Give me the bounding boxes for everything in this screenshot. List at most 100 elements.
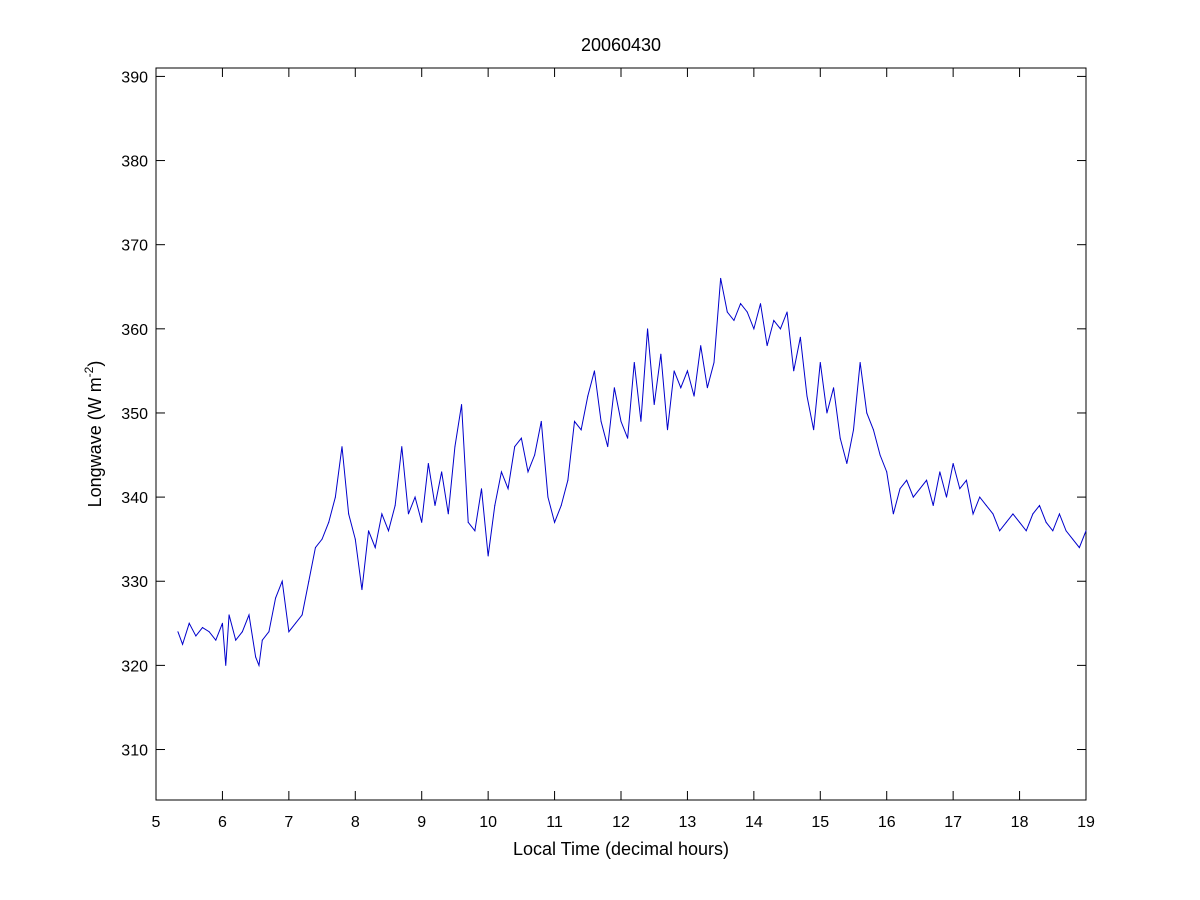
data-point [202,627,203,629]
data-point [215,639,217,641]
data-point [368,530,370,532]
data-point [706,387,708,389]
x-tick-label: 10 [479,814,497,831]
data-point [833,387,835,389]
data-point [258,664,260,666]
data-point [514,446,516,448]
y-tick-label: 360 [121,322,148,339]
data-point [906,479,908,481]
data-point [686,370,688,372]
data-point [726,311,728,313]
data-point [361,589,363,591]
data-point [992,513,994,515]
y-tick-label: 380 [121,154,148,171]
plot-frame [155,67,1087,801]
data-point [839,437,841,439]
data-point [660,353,662,355]
data-point [959,488,961,490]
y-tick-label: 320 [121,658,148,675]
data-point [899,488,901,490]
x-tick-label: 16 [878,814,896,831]
data-point [760,303,761,305]
x-tick-label: 11 [546,814,563,831]
data-point [308,580,310,582]
data-point [520,437,522,439]
data-point [255,656,257,658]
data-point [507,488,509,490]
data-point [182,643,184,645]
data-point [846,462,848,464]
data-point [799,336,801,338]
data-point [188,622,190,624]
plot-area [155,67,1087,801]
data-point [633,361,635,363]
data-point [673,370,675,372]
data-point [1052,530,1054,532]
x-axis: 5 6 7 8 9 10 11 12 13 14 15 16 17 18 19 [152,68,1095,831]
data-point [786,311,788,313]
data-point [886,471,888,473]
y-axis-title-main: Longwave (W m [85,377,105,507]
data-point [826,412,828,414]
data-point [580,429,582,431]
data-point [1065,530,1067,532]
data-point [195,635,197,637]
data-point [474,530,476,532]
y-tick-label: 310 [121,743,148,760]
data-point [733,319,735,321]
data-point [853,429,854,431]
data-point [667,429,668,431]
data-point [348,513,350,515]
data-point [1019,521,1021,523]
data-point [1045,521,1047,523]
data-point [421,521,423,523]
data-point [341,446,343,448]
data-point [713,361,715,363]
data-point [819,361,821,363]
y-tick-label: 340 [121,490,148,507]
y-tick-label: 330 [121,574,148,591]
x-tick-label: 7 [284,814,293,831]
data-point [700,345,702,347]
data-point [720,277,722,279]
data-point [407,513,409,515]
data-point [912,496,914,498]
data-point [177,631,179,633]
data-point [228,614,230,616]
x-tick-label: 13 [679,814,697,831]
data-point [534,454,536,456]
data-point [979,496,981,498]
data-point [939,471,941,473]
data-point [613,387,615,389]
data-point [746,311,748,313]
data-point [527,471,529,473]
x-tick-label: 6 [218,814,227,831]
data-point [680,387,682,389]
y-axis-title-close: ) [85,361,105,367]
data-point [334,496,336,498]
data-point [241,631,243,633]
x-tick-label: 17 [944,814,962,831]
data-point [574,420,575,422]
data-point [892,513,894,515]
chart-title: 20060430 [581,35,661,55]
data-point [1078,547,1080,549]
data-point [374,547,376,549]
data-point [314,547,316,549]
data-point [261,639,263,641]
data-point [919,488,921,490]
data-point [441,471,443,473]
data-point [627,437,629,439]
data-point [1032,513,1034,515]
data-point [932,505,934,507]
data-point [414,496,416,498]
data-point [447,513,449,515]
data-point [866,412,868,414]
data-point [1005,521,1007,523]
data-point [354,538,356,540]
data-point [328,521,330,523]
data-point [248,614,250,616]
data-point [454,446,456,448]
data-point [494,505,496,507]
data-point [753,328,755,330]
